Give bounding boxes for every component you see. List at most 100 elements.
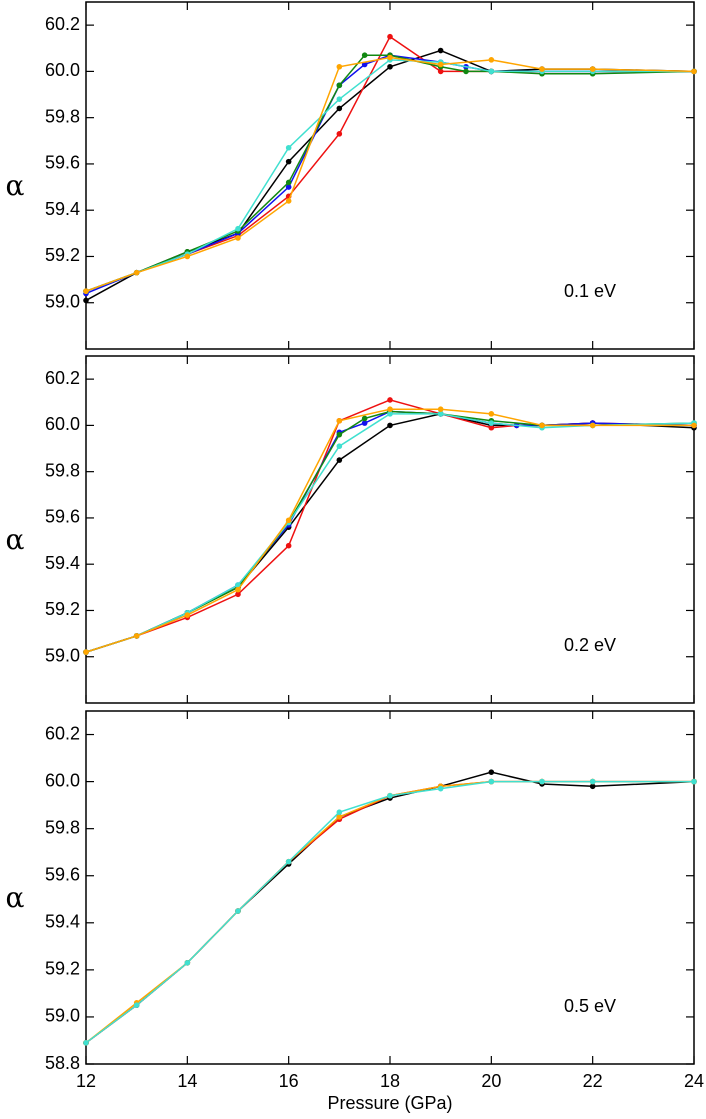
annotation: 0.1 eV: [564, 281, 616, 301]
y-tick-label: 59.6: [45, 507, 80, 527]
point: [336, 431, 343, 438]
point: [133, 633, 140, 639]
y-tick-label: 59.2: [45, 245, 80, 265]
y-tick-label: 60.2: [45, 723, 80, 743]
x-tick-label: 12: [76, 1071, 96, 1091]
y-tick-label: 59.8: [45, 106, 80, 126]
series-line: [85, 413, 695, 653]
y-tick-label: 59.4: [45, 912, 80, 932]
point: [437, 411, 444, 417]
point: [361, 415, 368, 422]
point: [361, 52, 368, 59]
series-line: [85, 35, 694, 292]
panel: 58.8 59.0 59.2 59.4 59.6 59.8 60.0 60.2 12 14 16 18…: [6, 710, 704, 1113]
point: [387, 54, 393, 61]
y-tick-label: 60.0: [45, 60, 80, 80]
y-tick-label: 59.0: [45, 291, 80, 311]
point: [133, 1002, 140, 1008]
point: [387, 792, 393, 799]
y-tick-label: 59.0: [45, 1006, 80, 1026]
point: [387, 406, 393, 413]
point: [437, 406, 444, 413]
point: [285, 179, 292, 186]
point: [83, 649, 89, 655]
point: [488, 778, 495, 785]
x-tick-label: 14: [177, 1071, 197, 1091]
point: [133, 269, 140, 276]
point: [336, 82, 343, 89]
point: [589, 783, 596, 790]
series-line: [85, 410, 695, 653]
series-line: [85, 54, 695, 292]
y-tick-label: 59.2: [45, 599, 80, 619]
point: [387, 33, 393, 40]
point: [488, 411, 495, 417]
series-line: [85, 399, 695, 653]
series-line: [85, 56, 695, 292]
y-tick-label: 60.0: [45, 414, 80, 434]
y-axis-label: α: [6, 523, 25, 556]
point: [336, 814, 343, 820]
point: [463, 68, 469, 75]
point: [285, 144, 292, 151]
point: [235, 908, 241, 914]
point: [285, 184, 292, 190]
point: [285, 858, 292, 865]
point: [235, 225, 241, 232]
y-tick-label: 59.4: [45, 199, 80, 219]
x-tick-label: 24: [684, 1071, 704, 1091]
point: [361, 420, 368, 426]
x-tick-label: 18: [380, 1071, 400, 1091]
point: [488, 424, 495, 431]
panel: 59.0 59.2 59.4 59.6 59.8 60.0 60.2 α 0.1 eV: [6, 1, 697, 350]
point: [336, 417, 343, 424]
point: [336, 443, 343, 450]
point: [285, 517, 292, 524]
y-axis-label: α: [6, 881, 25, 914]
point: [437, 785, 444, 792]
point: [184, 253, 191, 260]
series-line: [85, 59, 694, 292]
point: [691, 422, 697, 429]
point: [83, 288, 89, 294]
y-tick-label: 59.6: [45, 864, 80, 884]
x-tick-label: 16: [279, 1071, 299, 1091]
y-tick-label: 59.8: [45, 460, 80, 480]
point: [387, 397, 393, 403]
x-tick-label: 22: [583, 1071, 603, 1091]
point: [336, 105, 343, 112]
point: [437, 47, 444, 54]
point: [285, 542, 292, 549]
annotation: 0.2 eV: [564, 635, 616, 655]
y-tick-label: 60.2: [45, 368, 80, 388]
point: [336, 809, 343, 815]
point: [437, 68, 444, 75]
y-tick-label: 60.2: [45, 14, 80, 34]
point: [589, 66, 596, 72]
point: [336, 96, 343, 102]
series-line: [85, 410, 695, 653]
y-tick-label: 59.2: [45, 959, 80, 979]
y-axis-label: α: [6, 169, 25, 202]
series-line: [85, 780, 694, 1044]
point: [691, 68, 697, 75]
y-tick-label: 58.8: [45, 1053, 80, 1073]
series-line: [85, 408, 694, 653]
series-line: [85, 49, 695, 302]
point: [539, 778, 545, 785]
y-tick-label: 59.6: [45, 153, 80, 173]
panel: 59.0 59.2 59.4 59.6 59.8 60.0 60.2 α 0.2 eV: [6, 355, 697, 704]
point: [285, 198, 292, 204]
point: [539, 66, 545, 72]
point: [387, 63, 393, 70]
point: [336, 131, 343, 137]
point: [336, 457, 343, 463]
y-tick-label: 59.4: [45, 553, 80, 573]
point: [488, 68, 495, 75]
x-axis-label: Pressure (GPa): [327, 1093, 452, 1113]
point: [387, 422, 393, 429]
point: [539, 422, 545, 429]
x-tick-label: 20: [481, 1071, 501, 1091]
point: [336, 63, 343, 70]
